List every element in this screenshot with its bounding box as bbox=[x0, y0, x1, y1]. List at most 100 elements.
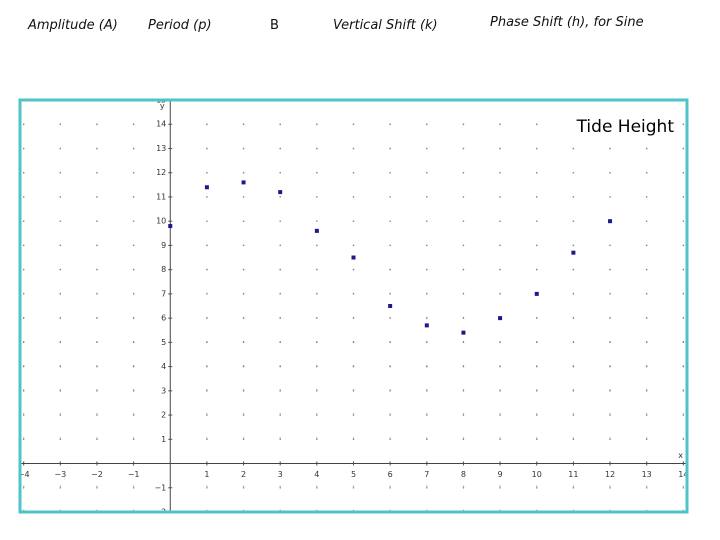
grid-dot bbox=[316, 341, 318, 344]
grid-dot bbox=[316, 244, 318, 247]
grid-dot bbox=[352, 171, 355, 174]
grid-dot bbox=[462, 414, 465, 416]
grid-dot bbox=[96, 196, 98, 198]
grid-dot bbox=[59, 220, 62, 222]
point bbox=[241, 180, 246, 185]
grid-dot bbox=[279, 293, 282, 295]
grid-dot bbox=[96, 341, 98, 344]
grid-dot bbox=[96, 244, 98, 247]
y-tick-label: 7 bbox=[161, 289, 166, 298]
grid-dot bbox=[96, 268, 98, 271]
grid-dot bbox=[499, 365, 501, 368]
grid-dot bbox=[535, 365, 538, 368]
y-tick-label: 9 bbox=[161, 241, 166, 250]
grid-dot bbox=[462, 486, 465, 489]
grid-dot bbox=[22, 268, 25, 271]
point bbox=[168, 224, 173, 229]
grid-dot bbox=[572, 268, 575, 271]
grid-dot bbox=[132, 341, 135, 344]
grid-dot bbox=[389, 486, 391, 489]
grid-dot bbox=[206, 486, 208, 489]
grid-dot bbox=[572, 171, 575, 174]
grid-dot bbox=[242, 268, 245, 271]
grid-dot bbox=[352, 317, 355, 319]
grid-dot bbox=[316, 293, 318, 295]
grid-dot bbox=[645, 341, 648, 344]
grid-dot bbox=[535, 486, 538, 489]
grid-dot bbox=[535, 171, 538, 174]
grid-dot bbox=[425, 268, 428, 271]
grid-dot bbox=[389, 171, 391, 174]
x-tick-label: 3 bbox=[278, 470, 283, 479]
point bbox=[278, 190, 283, 195]
grid-dot bbox=[242, 317, 245, 319]
x-tick-label: 8 bbox=[461, 470, 466, 479]
grid-dot bbox=[535, 390, 538, 392]
grid-dot bbox=[499, 196, 501, 198]
grid-dot bbox=[462, 171, 465, 174]
x-tick-label: 7 bbox=[424, 470, 429, 479]
grid-dot bbox=[352, 220, 355, 222]
y-tick-label: 8 bbox=[161, 265, 166, 274]
grid-dot bbox=[462, 365, 465, 368]
grid-dot bbox=[389, 341, 391, 344]
grid-dot bbox=[316, 147, 318, 150]
grid-dot bbox=[535, 414, 538, 416]
grid-dot bbox=[206, 390, 208, 392]
grid-dot bbox=[22, 171, 25, 174]
grid-dot bbox=[499, 293, 501, 295]
grid-dot bbox=[206, 293, 208, 295]
grid-dot bbox=[242, 365, 245, 368]
grid-dot bbox=[279, 123, 282, 126]
grid-dot bbox=[206, 414, 208, 416]
grid-dot bbox=[352, 365, 355, 368]
grid-dot bbox=[242, 341, 245, 344]
grid-dot bbox=[645, 293, 648, 295]
grid-dot bbox=[572, 438, 575, 441]
grid-dot bbox=[535, 268, 538, 271]
grid-dot bbox=[462, 268, 465, 271]
grid-dot bbox=[389, 268, 391, 271]
grid-dot bbox=[279, 220, 282, 222]
grid-dot bbox=[242, 293, 245, 295]
plot-area: −4 −3 −2 −1 1 2 3 4 5 6 7 8 9 10 11 12 13 14−2−1123456789… bbox=[20, 100, 687, 512]
grid-dot bbox=[206, 220, 208, 222]
grid-dot bbox=[462, 220, 465, 222]
grid-dot bbox=[425, 365, 428, 368]
grid-dot bbox=[682, 123, 685, 126]
grid-dot bbox=[609, 486, 611, 489]
grid-dot bbox=[206, 268, 208, 271]
x-tick-label: −2 bbox=[91, 470, 103, 479]
grid-dot bbox=[352, 244, 355, 247]
grid-dot bbox=[389, 123, 391, 126]
grid-dot bbox=[96, 486, 98, 489]
grid-dot bbox=[462, 293, 465, 295]
point bbox=[204, 185, 209, 190]
header-label: Phase Shift (h), for Sine bbox=[490, 15, 644, 30]
grid-dot bbox=[59, 414, 62, 416]
grid-dot bbox=[132, 317, 135, 319]
grid-dot bbox=[682, 147, 685, 150]
grid-dot bbox=[425, 438, 428, 441]
point bbox=[534, 291, 539, 296]
grid-dot bbox=[242, 220, 245, 222]
grid-dot bbox=[499, 123, 501, 126]
grid-dot bbox=[279, 486, 282, 489]
grid-dot bbox=[572, 341, 575, 344]
grid-dot bbox=[499, 147, 501, 150]
grid-dot bbox=[499, 414, 501, 416]
x-tick-label: 13 bbox=[642, 470, 652, 479]
grid-dot bbox=[279, 341, 282, 344]
point bbox=[388, 304, 393, 308]
grid-dot bbox=[535, 196, 538, 198]
x-tick-label: 1 bbox=[204, 470, 209, 479]
grid-dot bbox=[645, 438, 648, 441]
grid-dot bbox=[462, 147, 465, 150]
grid-dot bbox=[462, 244, 465, 247]
grid-dot bbox=[682, 486, 685, 489]
header-label: Vertical Shift (k) bbox=[333, 18, 438, 33]
grid-dot bbox=[279, 268, 282, 271]
point bbox=[498, 316, 503, 321]
grid-dot bbox=[499, 244, 501, 247]
